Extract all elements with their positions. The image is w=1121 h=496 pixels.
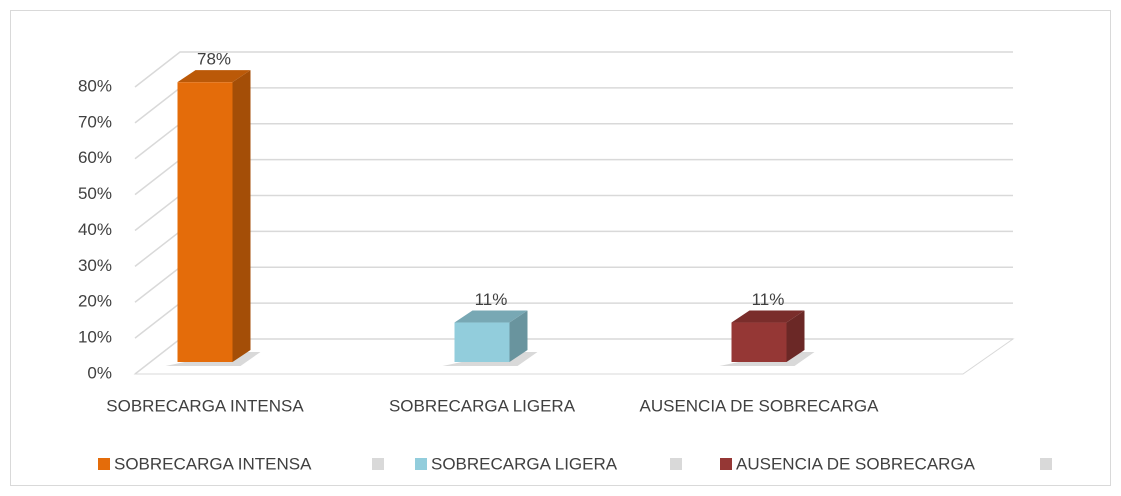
y-tick-label: 70% bbox=[78, 112, 112, 131]
value-label: 11% bbox=[475, 290, 508, 309]
legend-label: SOBRECARGA LIGERA bbox=[431, 454, 618, 473]
y-tick-label: 30% bbox=[78, 256, 112, 275]
grid-line bbox=[134, 51, 1013, 88]
y-tick-label: 10% bbox=[78, 328, 112, 347]
bar bbox=[731, 322, 787, 362]
legend-placeholder bbox=[670, 458, 682, 470]
bar-top bbox=[731, 310, 805, 323]
bar-side bbox=[232, 70, 251, 363]
x-tick-label: SOBRECARGA INTENSA bbox=[106, 396, 304, 415]
y-tick-label: 80% bbox=[78, 76, 112, 95]
bar-top bbox=[454, 310, 528, 323]
bar-top bbox=[177, 70, 251, 83]
legend-swatch bbox=[720, 458, 732, 470]
legend-swatch bbox=[98, 458, 110, 470]
y-tick-label: 50% bbox=[78, 184, 112, 203]
y-tick-label: 40% bbox=[78, 220, 112, 239]
y-tick-label: 60% bbox=[78, 148, 112, 167]
legend-placeholder bbox=[372, 458, 384, 470]
legend-label: SOBRECARGA INTENSA bbox=[114, 454, 312, 473]
x-tick-label: AUSENCIA DE SOBRECARGA bbox=[639, 396, 879, 415]
y-tick-label: 20% bbox=[78, 292, 112, 311]
bar-side bbox=[509, 310, 528, 362]
x-tick-label: SOBRECARGA LIGERA bbox=[389, 396, 576, 415]
bar-side bbox=[786, 310, 805, 362]
bar bbox=[454, 322, 510, 362]
legend-placeholder bbox=[1040, 458, 1052, 470]
bar bbox=[177, 82, 233, 363]
legend-swatch bbox=[415, 458, 427, 470]
value-label: 78% bbox=[197, 50, 231, 69]
y-tick-label: 0% bbox=[87, 363, 112, 382]
value-label: 11% bbox=[752, 290, 785, 309]
legend-label: AUSENCIA DE SOBRECARGA bbox=[736, 454, 976, 473]
